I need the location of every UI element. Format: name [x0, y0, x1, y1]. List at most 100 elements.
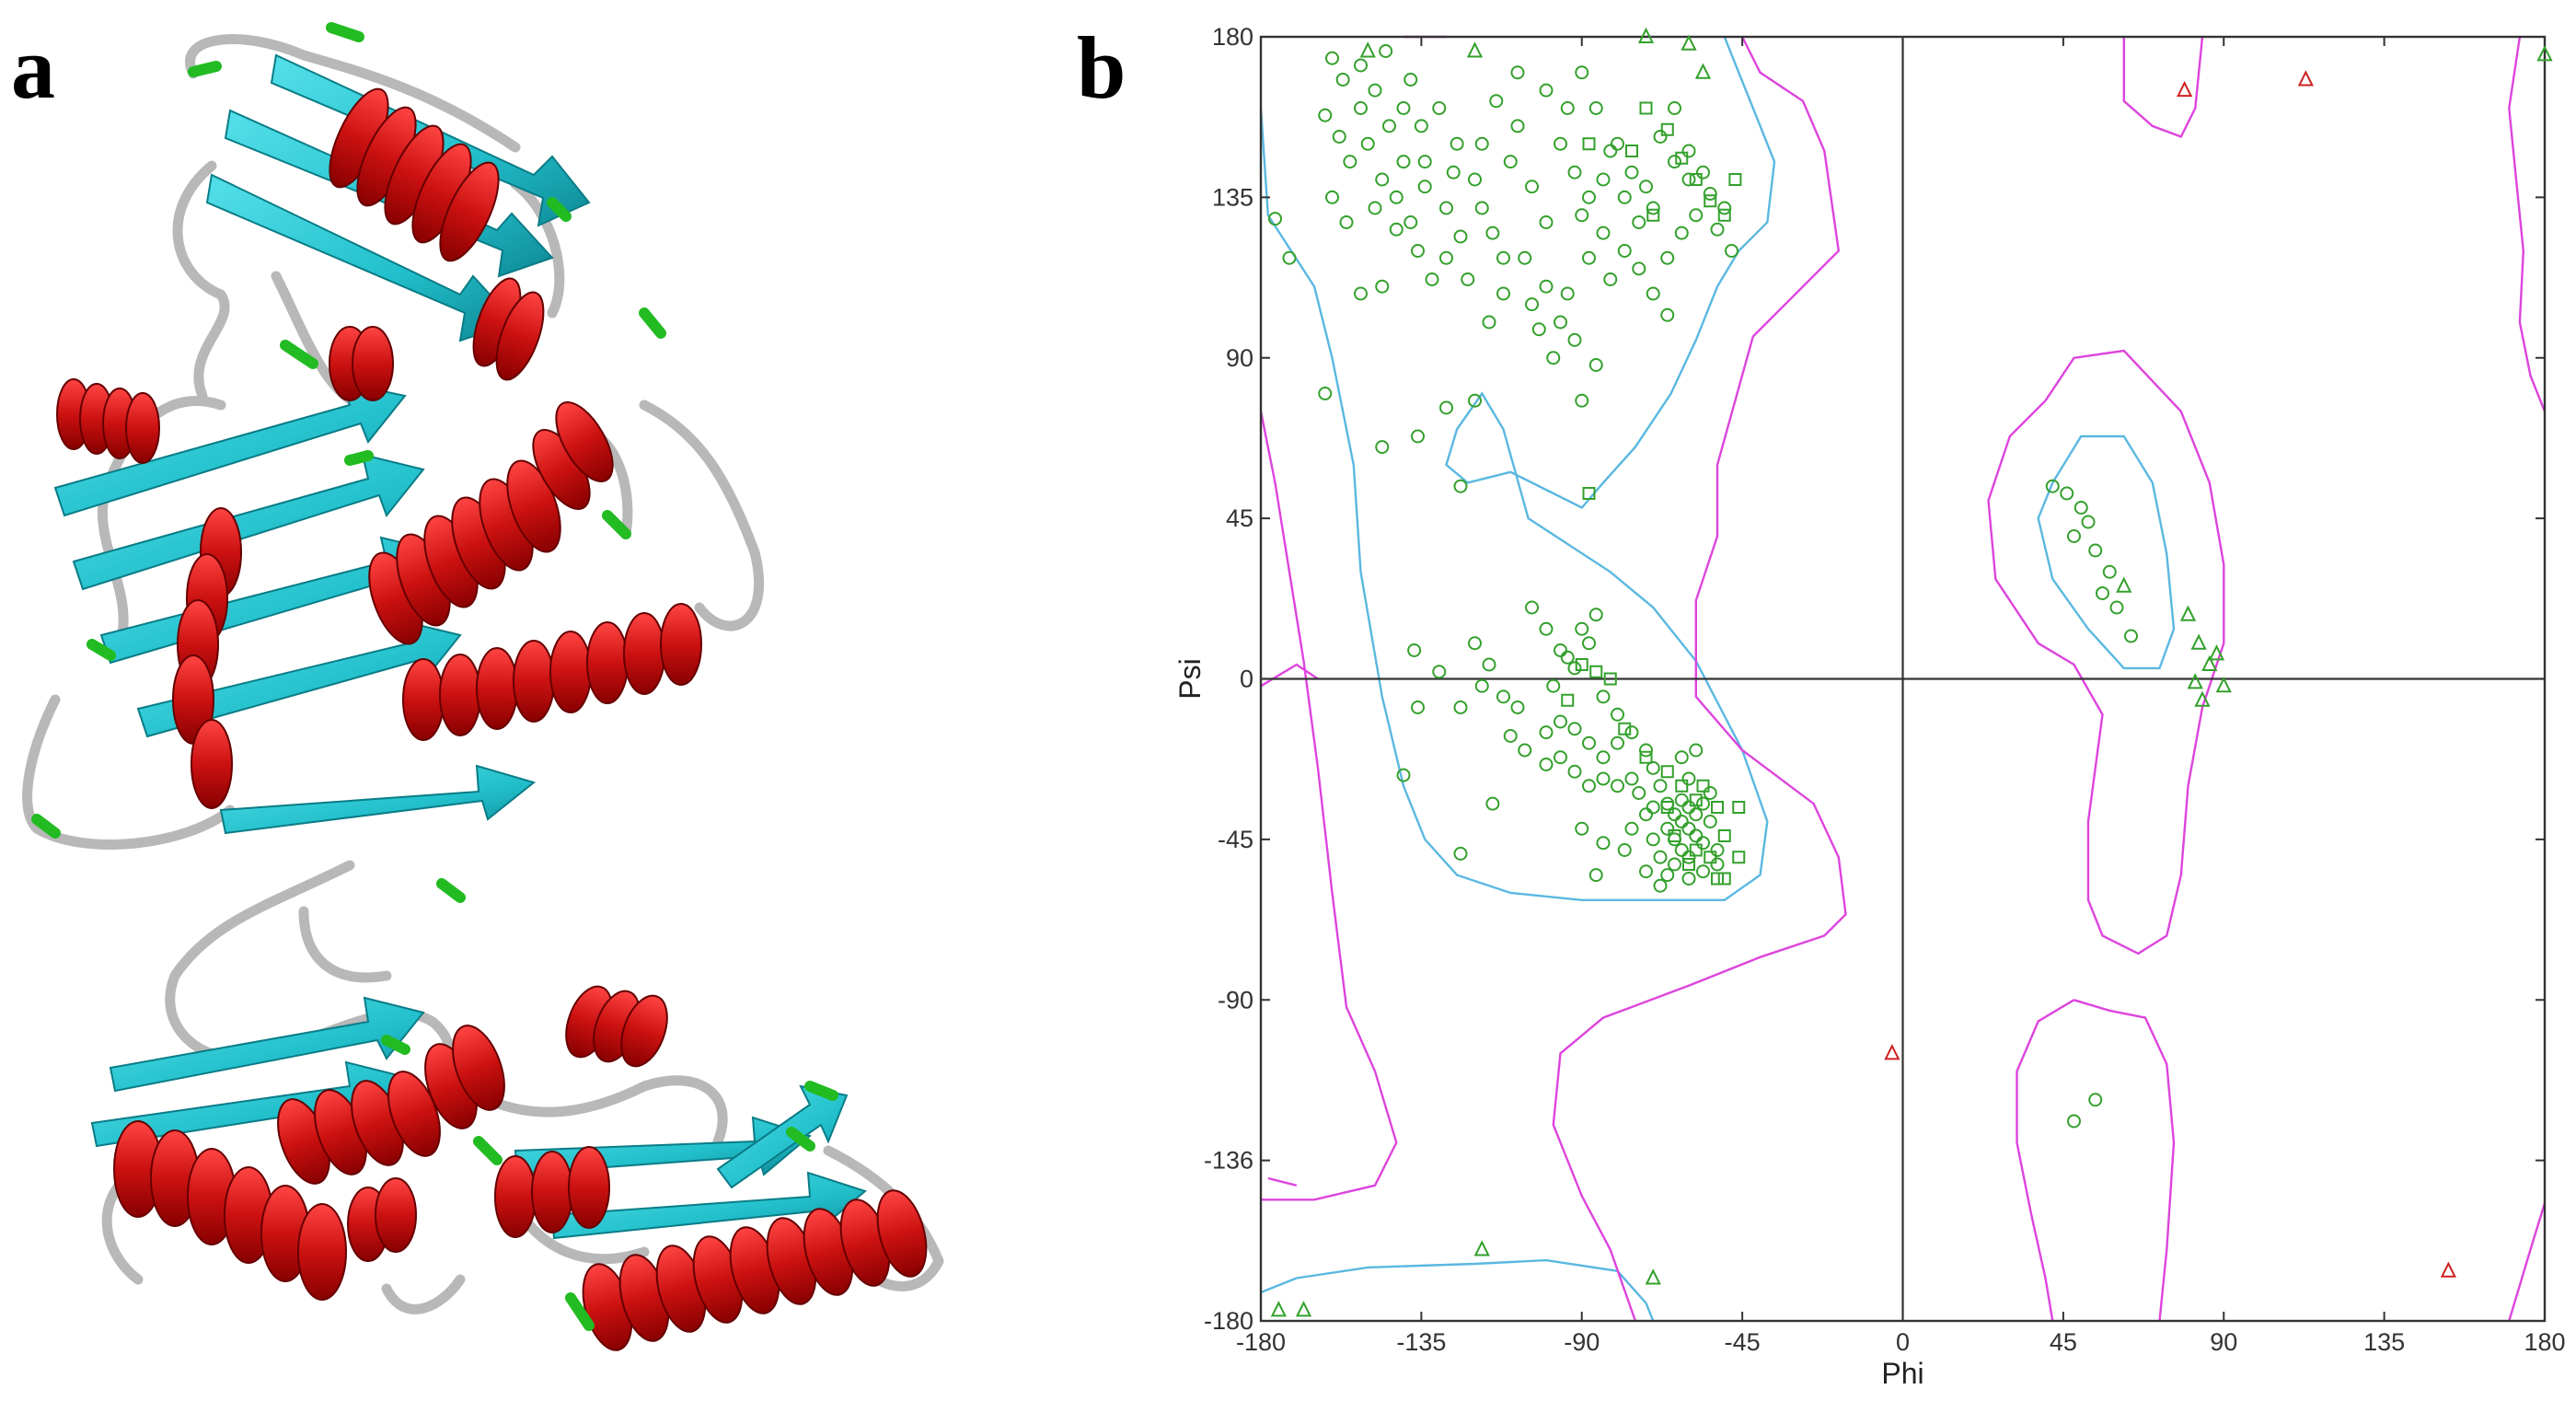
residue-point	[1531, 322, 1546, 337]
residue-point	[1354, 58, 1368, 73]
residue-point	[1539, 215, 1554, 229]
residue-point	[1660, 307, 1675, 322]
axis-titles: Phi Psi	[1173, 658, 1924, 1390]
residue-point	[1554, 750, 1567, 765]
residue-point	[1453, 700, 1468, 714]
residue-point	[1354, 286, 1368, 301]
residue-point	[1432, 665, 1447, 679]
residue-point	[1674, 750, 1689, 765]
residue-point	[1639, 807, 1653, 822]
residue-point	[1343, 155, 1357, 169]
residue-point	[1710, 857, 1725, 872]
residue-point	[1560, 650, 1575, 665]
residue-point-square	[1618, 722, 1632, 735]
residue-point-square	[1603, 672, 1617, 686]
residue-point	[1474, 678, 1489, 693]
residue-point	[1668, 155, 1681, 169]
outlier-point	[2297, 70, 2314, 87]
residue-point	[1539, 279, 1554, 294]
residue-point	[1318, 387, 1333, 400]
residue-point	[1632, 786, 1646, 800]
residue-point	[1689, 208, 1704, 223]
residue-point	[1474, 136, 1489, 151]
residue-point	[1575, 208, 1589, 223]
residue-point	[1282, 250, 1297, 265]
residue-point	[1582, 735, 1596, 750]
residue-point	[1554, 136, 1567, 151]
residue-point	[1653, 850, 1668, 864]
residue-point	[1710, 222, 1725, 237]
residue-point	[1689, 828, 1704, 843]
y-tick-label: 180	[1212, 23, 1253, 51]
residue-point	[1575, 821, 1589, 836]
residue-point	[1453, 479, 1468, 493]
x-tick-label: 90	[2210, 1328, 2237, 1356]
residue-point	[1453, 846, 1468, 861]
residue-point-square	[1589, 665, 1603, 678]
residue-point	[1379, 44, 1393, 58]
residue-point	[1668, 807, 1681, 822]
residue-point-square	[1711, 801, 1724, 814]
residue-point-triangle	[2536, 45, 2553, 62]
residue-point	[1674, 226, 1689, 240]
residue-point	[1496, 689, 1510, 704]
residue-point-square	[1646, 208, 1660, 222]
y-axis-title: Psi	[1173, 658, 1207, 699]
residue-point	[2102, 564, 2117, 579]
residue-point	[1653, 779, 1668, 793]
residue-point-triangle	[1681, 34, 1697, 51]
residue-point	[1696, 165, 1710, 179]
residue-point-triangle	[2201, 654, 2218, 671]
turns	[31, 22, 838, 1331]
residue-point	[1503, 729, 1518, 743]
residue-point-triangle	[2208, 644, 2225, 661]
residue-point	[1560, 286, 1575, 301]
residue-point	[1518, 250, 1532, 265]
residue-point	[1710, 843, 1725, 857]
residue-point	[1468, 172, 1482, 187]
residue-point	[1575, 65, 1589, 80]
residue-point-triangle	[1694, 63, 1712, 79]
residue-point	[1703, 815, 1717, 828]
ramachandran-plot: -180 -135 -90 -45 0 45 90 135 180 180 135 90 45 0 -45 -…	[1173, 23, 2566, 1390]
residue-point-square	[1711, 872, 1724, 886]
helix-top	[329, 87, 545, 401]
residue-point	[1660, 821, 1675, 836]
residue-point	[1582, 636, 1596, 651]
residue-point	[1496, 286, 1510, 301]
protein-structure-panel	[0, 0, 976, 1396]
residue-point	[1646, 760, 1660, 775]
residue-point	[1617, 190, 1632, 204]
residue-point	[1646, 800, 1660, 815]
x-tick-label: 180	[2524, 1328, 2565, 1356]
x-tick-label: -180	[1236, 1328, 1286, 1356]
zero-lines	[1261, 37, 2545, 1321]
residue-point	[1325, 51, 1339, 65]
residue-point	[1539, 758, 1554, 771]
residue-point	[1554, 714, 1567, 729]
residue-point	[1417, 179, 1432, 194]
residue-point-triangle	[2187, 673, 2203, 689]
residue-point	[1696, 796, 1710, 811]
residue-point	[1624, 725, 1639, 740]
residue-point	[1468, 636, 1482, 651]
residue-point-triangle	[1645, 1268, 1661, 1285]
residue-point	[1375, 279, 1390, 294]
region-contours	[1259, 35, 2547, 1322]
residue-point-square	[1582, 137, 1596, 151]
residue-point	[1510, 700, 1525, 714]
residue-point	[1603, 272, 1618, 286]
residue-point	[1375, 440, 1390, 455]
residue-point	[1668, 101, 1681, 115]
residue-point	[1503, 155, 1518, 169]
residue-point	[1496, 250, 1510, 265]
residue-point	[1482, 315, 1496, 330]
residue-point	[1525, 600, 1539, 615]
residue-point-square	[1689, 793, 1703, 807]
residue-point	[1575, 393, 1589, 408]
residue-point-square	[1668, 829, 1681, 842]
residue-point	[1396, 101, 1411, 115]
residue-point	[1510, 119, 1525, 133]
residue-point	[1725, 244, 1739, 258]
helix-middle-right	[368, 401, 702, 741]
